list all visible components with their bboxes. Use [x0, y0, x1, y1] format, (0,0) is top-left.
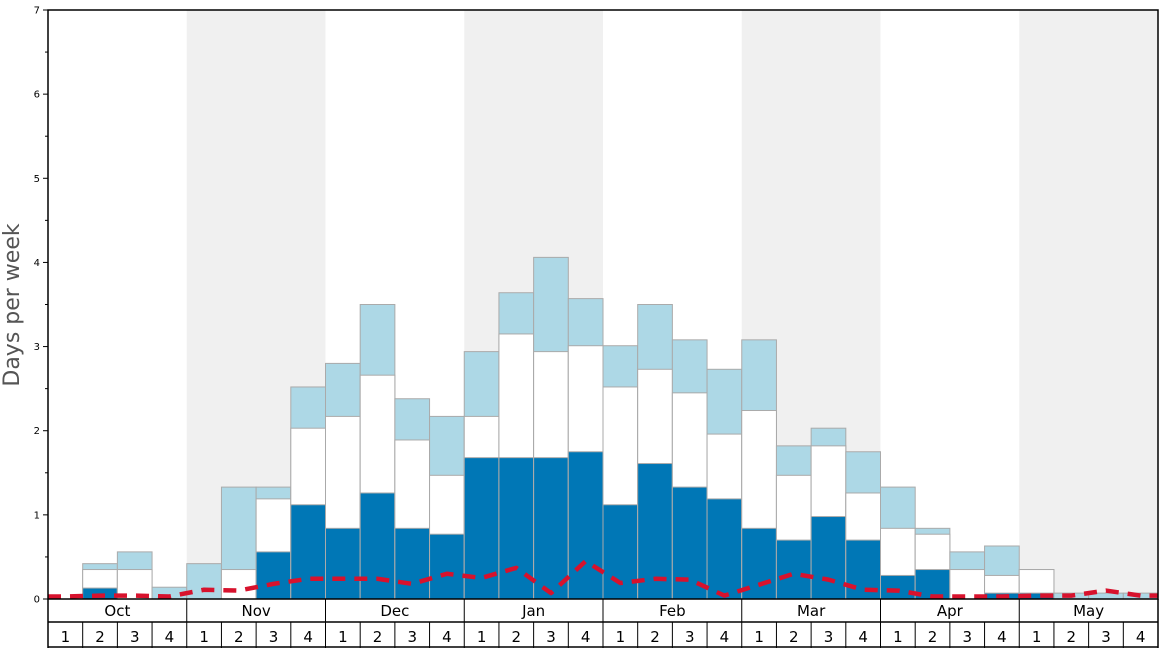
week-label: 3 — [546, 628, 556, 646]
axis-labels: 0 1 2 3 4 5 6 7 Oct 1 2 3 4 Nov 1 2 3 4 Dec 1 2 3 4 Jan 1 2 3 4 Feb 1… — [34, 6, 1146, 647]
week-label: 4 — [720, 628, 730, 646]
week-label: 3 — [685, 628, 695, 646]
week-label: 3 — [269, 628, 279, 646]
week-label: 1 — [338, 628, 348, 646]
month-shade-may — [1019, 10, 1158, 599]
week-label: 2 — [789, 628, 799, 646]
week-label: 3 — [1101, 628, 1111, 646]
week-label: 4 — [581, 628, 591, 646]
week-label: 1 — [1032, 628, 1042, 646]
week-label: 4 — [997, 628, 1007, 646]
week-label: 1 — [754, 628, 764, 646]
week-label: 3 — [130, 628, 140, 646]
month-label-jan: Jan — [521, 602, 545, 620]
axis-grid — [43, 9, 1159, 648]
bar-bottom — [533, 457, 569, 600]
week-label: 1 — [477, 628, 487, 646]
week-label: 2 — [512, 628, 522, 646]
month-label-may: May — [1073, 602, 1104, 620]
week-label: 1 — [199, 628, 209, 646]
bar-bottom — [775, 539, 812, 600]
month-label-feb: Feb — [659, 602, 686, 620]
week-label: 2 — [928, 628, 938, 646]
month-label-dec: Dec — [380, 602, 409, 620]
week-label: 2 — [1067, 628, 1077, 646]
bar-bottom — [394, 527, 431, 600]
month-label-nov: Nov — [241, 602, 270, 620]
bar-bottom — [429, 533, 465, 600]
week-label: 1 — [616, 628, 626, 646]
week-label: 4 — [858, 628, 868, 646]
month-label-mar: Mar — [797, 602, 826, 620]
bar-bottom — [290, 504, 326, 600]
bar-bottom — [325, 527, 361, 600]
bar-bottom — [706, 498, 743, 600]
bar-bottom — [359, 492, 396, 600]
bar-middle — [220, 569, 257, 600]
bar-stack-layer — [82, 256, 1159, 600]
week-label: 2 — [650, 628, 660, 646]
y-tick-label: 4 — [34, 258, 40, 269]
week-label: 4 — [303, 628, 313, 646]
week-label: 4 — [442, 628, 452, 646]
month-label-oct: Oct — [104, 602, 130, 620]
bar-bottom — [637, 463, 673, 600]
y-tick-label: 7 — [34, 6, 40, 17]
week-label: 4 — [1136, 628, 1146, 646]
average-line — [48, 558, 1158, 599]
week-label: 3 — [962, 628, 972, 646]
week-label: 2 — [373, 628, 383, 646]
y-axis-title: Days per week — [0, 223, 25, 386]
y-tick-label: 6 — [34, 90, 40, 101]
week-label: 3 — [824, 628, 834, 646]
bar-bottom — [671, 486, 708, 600]
week-label: 1 — [893, 628, 903, 646]
week-label: 2 — [234, 628, 244, 646]
y-tick-label: 5 — [34, 174, 40, 185]
bar-bottom — [880, 574, 916, 600]
week-label: 4 — [165, 628, 175, 646]
y-tick-label: 1 — [34, 510, 40, 521]
week-label: 3 — [407, 628, 417, 646]
month-label-apr: Apr — [937, 602, 964, 620]
y-tick-label: 0 — [34, 595, 40, 606]
bar-bottom — [810, 516, 847, 600]
week-label: 2 — [95, 628, 105, 646]
bar-bottom — [255, 551, 292, 600]
bar-bottom — [567, 451, 604, 600]
week-label: 1 — [61, 628, 71, 646]
y-tick-label: 3 — [34, 342, 40, 353]
average-line-layer — [48, 558, 1158, 599]
y-tick-label: 2 — [34, 426, 40, 437]
